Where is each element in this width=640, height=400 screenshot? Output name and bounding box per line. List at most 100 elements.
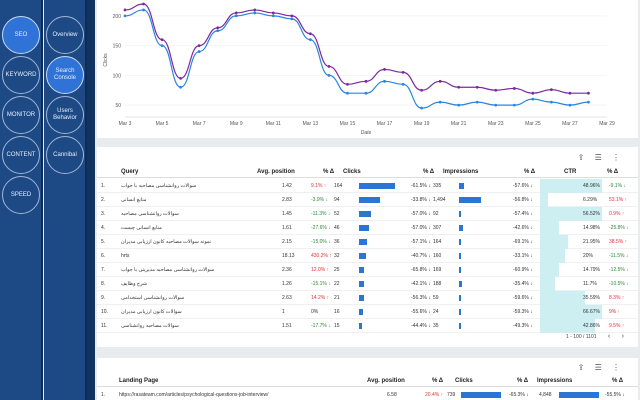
filter-icon[interactable]: ☰ [594, 153, 602, 162]
query-text[interactable]: سوالات روانشناسی مصاحبه مدیریتی با جواب [121, 267, 215, 273]
table-row[interactable]: 4. منابع انسانی چیست 1.61 -27.6% ↓ 46 -57.0% … [97, 221, 638, 235]
pos-delta-value: -27.6% ↓ [311, 225, 331, 231]
query-text[interactable]: سوالات روانشناسی مصاحبه با جواب [121, 183, 197, 189]
table-row[interactable]: 11. سوالات مصاحبه روانشناسی 1.51 -17.7% ↓ 15… [97, 319, 638, 333]
col-avg-position[interactable]: Avg. position [367, 378, 405, 384]
export-icon[interactable]: ⇪ [577, 363, 585, 372]
table-row[interactable]: 10. سوالات کانون ارزیابی مدیران 1 0% 16 -55.6… [97, 305, 638, 319]
nav-button-content[interactable]: CONTENT [2, 136, 40, 174]
nav-button-monitor[interactable]: MONITOR [2, 96, 40, 134]
ctr-delta-value: 9.5% ↑ [609, 323, 625, 329]
table-row[interactable]: 5. نمونه سوالات مصاحبه کانون ارزیابی مدیر… [97, 235, 638, 249]
table-row[interactable]: 1. سوالات روانشناسی مصاحبه با جواب 1.42 9.1… [97, 179, 638, 193]
nav-button-speed[interactable]: SPEED [2, 176, 40, 214]
col-ctr-delta[interactable]: % Δ [607, 169, 619, 175]
data-point [308, 38, 312, 42]
data-point [531, 91, 535, 95]
data-point [383, 79, 386, 83]
data-point [327, 73, 331, 77]
col-clicks[interactable]: Clicks [343, 169, 361, 175]
query-text[interactable]: منابع انسانی چیست [121, 225, 162, 231]
query-text[interactable]: سوالات روانشناسی استخدامی [121, 295, 185, 301]
query-text[interactable]: منابع انسانی [121, 197, 147, 203]
query-text[interactable]: نمونه سوالات مصاحبه کانون ارزیابی مدیران [121, 239, 212, 245]
query-text[interactable]: شرح وظایف [121, 281, 148, 287]
ctr-delta-value: 0.9% ↑ [609, 211, 625, 217]
nav-button-cannibal[interactable]: Cannibal [46, 136, 84, 174]
impressions-value: 164 [433, 239, 442, 245]
col-impressions[interactable]: Impressions [443, 169, 479, 175]
clicks-bar [359, 197, 380, 203]
pos-delta-value: 0% [311, 309, 319, 315]
ctr-value: 20% [583, 253, 594, 259]
clicks-bar [461, 392, 501, 398]
table-row[interactable]: 7. سوالات روانشناسی مصاحبه مدیریتی با جوا… [97, 263, 638, 277]
query-text[interactable]: hrts [121, 253, 130, 259]
prev-page-icon[interactable]: ‹ [607, 333, 611, 340]
landing-page-url[interactable]: https://rasateam.com/articles/psychologi… [119, 392, 269, 398]
pos-delta-value: -17.7% ↓ [311, 323, 331, 329]
table2-header: Landing Page Avg. position % Δ Clicks % … [97, 376, 638, 387]
table-row[interactable]: 2. منابع انسانی 2.83 -3.9% ↓ 94 -33.8% ↓ 1,494… [97, 193, 638, 207]
avg-position-value: 1.51 [282, 323, 292, 329]
query-text[interactable]: سوالات روانشناسی مصاحبه [121, 211, 179, 217]
data-point [142, 8, 145, 12]
clicks-bar [359, 211, 371, 217]
imp-delta-value: -42.6% ↓ [513, 225, 533, 231]
table-row[interactable]: 6. hrts 18.13 430.2% ↑ 32 -40.7% ↓ 160 -33.1% ↓… [97, 249, 638, 263]
x-axis-label: Date [361, 130, 372, 136]
col-imp-delta[interactable]: % Δ [612, 378, 624, 384]
clicks-delta-value: -65.8% ↓ [411, 267, 431, 273]
primary-nav: SEO KEYWORD MONITOR CONTENT SPEED [0, 0, 43, 400]
table-row[interactable]: 3. سوالات روانشناسی مصاحبه 1.45 -11.3% ↓ 52 -… [97, 207, 638, 221]
ctr-heat-cell [540, 277, 555, 291]
col-avg-position[interactable]: Avg. position [257, 169, 295, 175]
pos-delta-value: -11.3% ↓ [311, 211, 331, 217]
nav-button-users-behavior[interactable]: Users Behavior [46, 96, 84, 134]
ctr-delta-value: 8.3% ↑ [609, 295, 625, 301]
col-clicks-delta[interactable]: % Δ [517, 378, 529, 384]
data-point [494, 88, 498, 92]
filter-icon[interactable]: ☰ [594, 363, 602, 372]
nav-button-search-console[interactable]: Search Console [46, 56, 84, 94]
impressions-bar [459, 323, 461, 329]
query-text[interactable]: سوالات مصاحبه روانشناسی [121, 323, 179, 329]
col-impressions[interactable]: Impressions [537, 378, 573, 384]
col-ctr[interactable]: CTR [564, 169, 577, 175]
next-page-icon[interactable]: › [621, 333, 624, 340]
col-pos-delta[interactable]: % Δ [432, 378, 444, 384]
col-pos-delta[interactable]: % Δ [323, 169, 335, 175]
table-row[interactable]: 9. سوالات روانشناسی استخدامی 2.63 14.2% ↑ 21… [97, 291, 638, 305]
more-options-icon[interactable]: ⋮ [612, 153, 620, 162]
impressions-bar [459, 183, 464, 189]
nav-button-seo[interactable]: SEO [2, 16, 40, 54]
clicks-bar [359, 309, 363, 315]
nav-button-overview[interactable]: Overview [46, 16, 84, 54]
query-text[interactable]: سوالات کانون ارزیابی مدیران [121, 309, 182, 315]
more-options-icon[interactable]: ⋮ [612, 363, 620, 372]
col-query[interactable]: Query [121, 169, 139, 175]
col-clicks-delta[interactable]: % Δ [423, 169, 435, 175]
clicks-bar [359, 225, 370, 231]
pos-delta-value: -3.9% ↓ [311, 197, 328, 203]
clicks-bar [359, 267, 365, 273]
clicks-delta-value: -57.0% ↓ [411, 225, 431, 231]
ctr-heat-cell [540, 179, 602, 193]
pos-delta-value: 14.2% ↑ [311, 295, 330, 301]
data-point [346, 82, 349, 86]
table-row[interactable]: 8. شرح وظایف 1.26 -15.1% ↓ 22 -42.1% ↓ 188 -35.… [97, 277, 638, 291]
clicks-delta-value: -42.1% ↓ [411, 281, 431, 287]
table-row[interactable]: 1. https://rasateam.com/articles/psychol… [97, 388, 638, 400]
col-landing-page[interactable]: Landing Page [119, 378, 159, 384]
ctr-delta-value: 9% ↑ [609, 309, 621, 315]
col-imp-delta[interactable]: % Δ [524, 169, 536, 175]
export-icon[interactable]: ⇪ [577, 153, 585, 162]
col-clicks[interactable]: Clicks [455, 378, 473, 384]
nav-button-keyword[interactable]: KEYWORD [2, 56, 40, 94]
ctr-delta-value: 53.1% ↑ [609, 197, 628, 203]
x-tick-label: Mar 15 [340, 121, 356, 127]
data-point [549, 100, 553, 104]
avg-position-value: 2.63 [282, 295, 292, 301]
x-tick-label: Mar 9 [230, 121, 243, 127]
pos-delta-value: -15.0% ↓ [311, 239, 331, 245]
